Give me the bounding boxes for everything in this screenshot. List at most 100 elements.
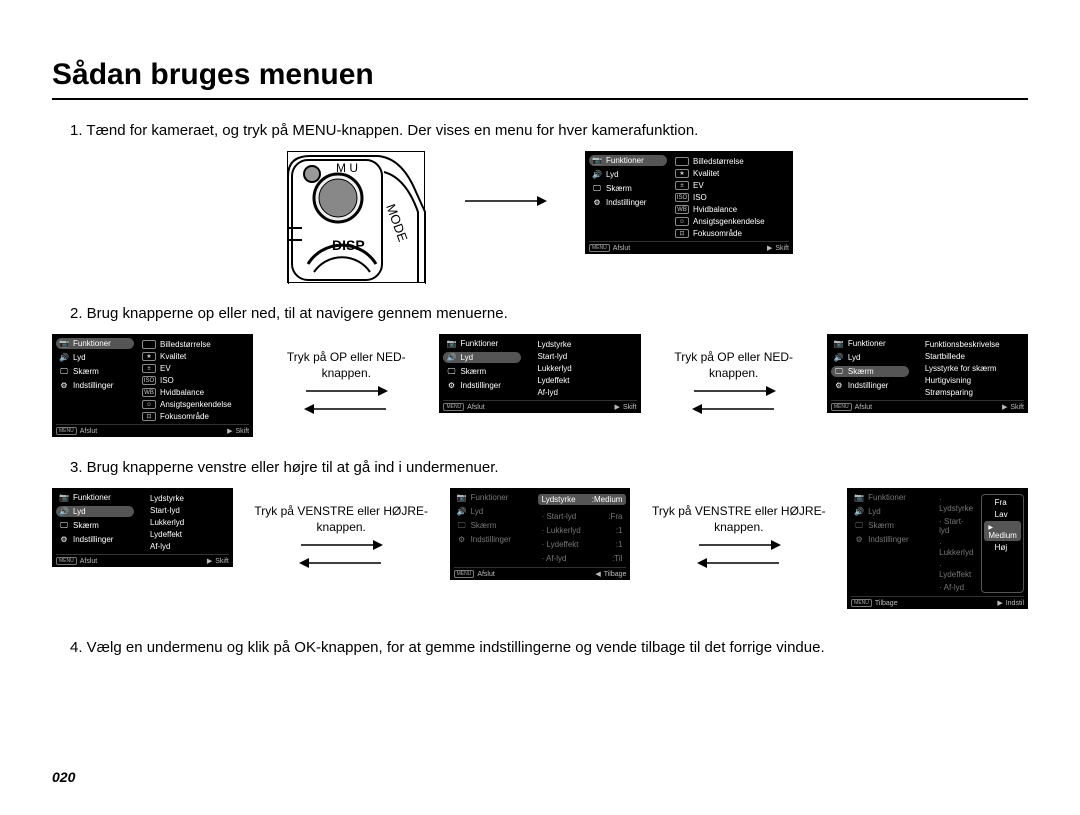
menu-left-item[interactable]: 📷Funktioner	[443, 338, 521, 349]
menu-left-item[interactable]: 📷Funktioner	[56, 338, 134, 349]
menu-right-item[interactable]: Lukkerlyd	[527, 364, 636, 373]
menu-left-item[interactable]: 🖵Skærm	[831, 366, 909, 377]
menu-icon: 📷	[457, 494, 467, 502]
page-number: 020	[52, 769, 75, 785]
menu-label: Indstillinger	[73, 381, 113, 390]
menu-icon: 🖵	[59, 368, 69, 376]
menu-icon: ⚙	[457, 536, 467, 544]
menu-left-item[interactable]: 🖵Skærm	[56, 520, 134, 531]
footer-arrow-icon: ◀	[595, 570, 600, 578]
menu-left-item[interactable]: 🖵Skærm	[454, 520, 532, 531]
footer-arrow-icon: ▶	[207, 557, 212, 565]
menu-right-item[interactable]: WBHvidbalance	[140, 388, 249, 397]
menu-left-item[interactable]: 📷Funktioner	[831, 338, 909, 349]
menu-panel-lyd-2: 📷Funktioner 🔊Lyd 🖵Skærm ⚙Indstillinger Lydst…	[52, 488, 233, 567]
menu-icon: 🔊	[592, 171, 602, 179]
menu-left-item[interactable]: 🔊Lyd	[831, 352, 909, 363]
footer-arrow-icon: ▶	[997, 599, 1002, 607]
menu-icon: 🔊	[854, 508, 864, 516]
menu-icon: ⚙	[834, 382, 844, 390]
menu-left-item[interactable]: 🖵Skærm	[56, 366, 134, 377]
connector-label: Tryk på VENSTRE eller HØJRE-knappen.	[245, 504, 438, 535]
menu-right-label: Strømsparing	[925, 388, 973, 397]
option-item[interactable]: Medium	[984, 521, 1021, 541]
menu-icon: ⚙	[854, 536, 864, 544]
menu-left-item[interactable]: 🔊Lyd	[56, 352, 134, 363]
menu-right-item[interactable]: Strømsparing	[915, 388, 1024, 397]
menu-left-item[interactable]: ⚙Indstillinger	[443, 380, 521, 391]
submenu-pair: · Start-lyd:Fra	[538, 511, 627, 522]
menu-left-item[interactable]: 🖵Skærm	[589, 183, 667, 194]
menu-right-item[interactable]: Hurtigvisning	[915, 376, 1024, 385]
menu-right-label: Start-lyd	[150, 506, 180, 515]
menu-right-item[interactable]: ⊡Fokusområde	[673, 229, 789, 238]
option-item[interactable]: Høj	[984, 542, 1021, 553]
menu-right-item[interactable]: Funktionsbeskrivelse	[915, 340, 1024, 349]
menu-left-item[interactable]: 🖵Skærm	[443, 366, 521, 377]
menu-right-item[interactable]: ISOISO	[140, 376, 249, 385]
option-item[interactable]: Fra	[984, 497, 1021, 508]
menu-right-icon: ★	[142, 352, 156, 361]
menu-right-icon	[529, 376, 533, 385]
menu-right-item[interactable]: Startbillede	[915, 352, 1024, 361]
menu-right-label: Lydeffekt	[150, 530, 182, 539]
step-1-row: M U MODE DISP 📷Funktioner🔊Lyd🖵Skærm⚙Inds…	[52, 151, 1028, 283]
menu-left-item[interactable]: ⚙Indstillinger	[831, 380, 909, 391]
menu-left-item[interactable]: 🔊Lyd	[851, 506, 929, 517]
menu-right-item[interactable]: Lukkerlyd	[140, 518, 229, 527]
menu-left-item[interactable]: ⚙Indstillinger	[589, 197, 667, 208]
footer-arrow-icon: ▶	[767, 244, 772, 252]
menu-right-label: Fokusområde	[693, 229, 742, 238]
menu-icon: 📷	[854, 494, 864, 502]
menu-left-item[interactable]: 🔊Lyd	[454, 506, 532, 517]
menu-right-item[interactable]: ☺Ansigtsgenkendelse	[673, 217, 789, 226]
menu-right-item[interactable]: Billedstørrelse	[673, 157, 789, 166]
footer-key: MENU	[851, 599, 872, 607]
menu-right-item[interactable]: Lydstyrke	[140, 494, 229, 503]
menu-left-item[interactable]: 🔊Lyd	[589, 169, 667, 180]
menu-right-item[interactable]: Af-lyd	[527, 388, 636, 397]
submenu-dim-item: · Lydeffekt	[935, 560, 977, 580]
option-item[interactable]: Lav	[984, 509, 1021, 520]
menu-icon: 📷	[446, 340, 456, 348]
menu-panel-lyd: 📷Funktioner 🔊Lyd 🖵Skærm ⚙Indstillinger Lydst…	[439, 334, 640, 413]
menu-left-item[interactable]: 📷Funktioner	[851, 492, 929, 503]
menu-left-item[interactable]: ⚙Indstillinger	[56, 534, 134, 545]
menu-panel-funktioner-2: 📷Funktioner 🔊Lyd 🖵Skærm ⚙Indstillinger Bille…	[52, 334, 253, 437]
menu-right-item[interactable]: Lysstyrke for skærm	[915, 364, 1024, 373]
menu-right-item[interactable]: ±EV	[673, 181, 789, 190]
menu-right-item[interactable]: Lydeffekt	[527, 376, 636, 385]
menu-right-item[interactable]: WBHvidbalance	[673, 205, 789, 214]
menu-left-item[interactable]: 🔊Lyd	[56, 506, 134, 517]
menu-right-item[interactable]: ☺Ansigtsgenkendelse	[140, 400, 249, 409]
connector-updown-2: Tryk på OP eller NED-knappen.	[653, 334, 815, 434]
menu-left-item[interactable]: 📷Funktioner	[454, 492, 532, 503]
menu-icon: ⚙	[592, 199, 602, 207]
menu-left-item[interactable]: 📷Funktioner	[589, 155, 667, 166]
menu-right-item[interactable]: Af-lyd	[140, 542, 229, 551]
menu-right-icon	[917, 388, 921, 397]
menu-right-item[interactable]: ★Kvalitet	[673, 169, 789, 178]
menu-right-item[interactable]: ISOISO	[673, 193, 789, 202]
menu-right-item[interactable]: ★Kvalitet	[140, 352, 249, 361]
menu-right-item[interactable]: Billedstørrelse	[140, 340, 249, 349]
submenu-pair: · Af-lyd:Til	[538, 553, 627, 564]
menu-left-item[interactable]: 🖵Skærm	[851, 520, 929, 531]
menu-icon: 🖵	[59, 522, 69, 530]
menu-left-item[interactable]: ⚙Indstillinger	[851, 534, 929, 545]
menu-left-item[interactable]: 🔊Lyd	[443, 352, 521, 363]
menu-right-label: Lysstyrke for skærm	[925, 364, 997, 373]
menu-right-item[interactable]: Start-lyd	[527, 352, 636, 361]
menu-left-item[interactable]: 📷Funktioner	[56, 492, 134, 503]
menu-left-item[interactable]: ⚙Indstillinger	[454, 534, 532, 545]
menu-label: Lyd	[471, 507, 484, 516]
menu-left-item[interactable]: ⚙Indstillinger	[56, 380, 134, 391]
menu-right-item[interactable]: Lydeffekt	[140, 530, 229, 539]
menu-right-item[interactable]: Lydstyrke	[527, 340, 636, 349]
menu-right-icon: ★	[675, 169, 689, 178]
menu-right-item[interactable]: ⊡Fokusområde	[140, 412, 249, 421]
footer-key: MENU	[56, 427, 77, 435]
menu-label: Indstillinger	[460, 381, 500, 390]
menu-right-item[interactable]: ±EV	[140, 364, 249, 373]
menu-right-item[interactable]: Start-lyd	[140, 506, 229, 515]
